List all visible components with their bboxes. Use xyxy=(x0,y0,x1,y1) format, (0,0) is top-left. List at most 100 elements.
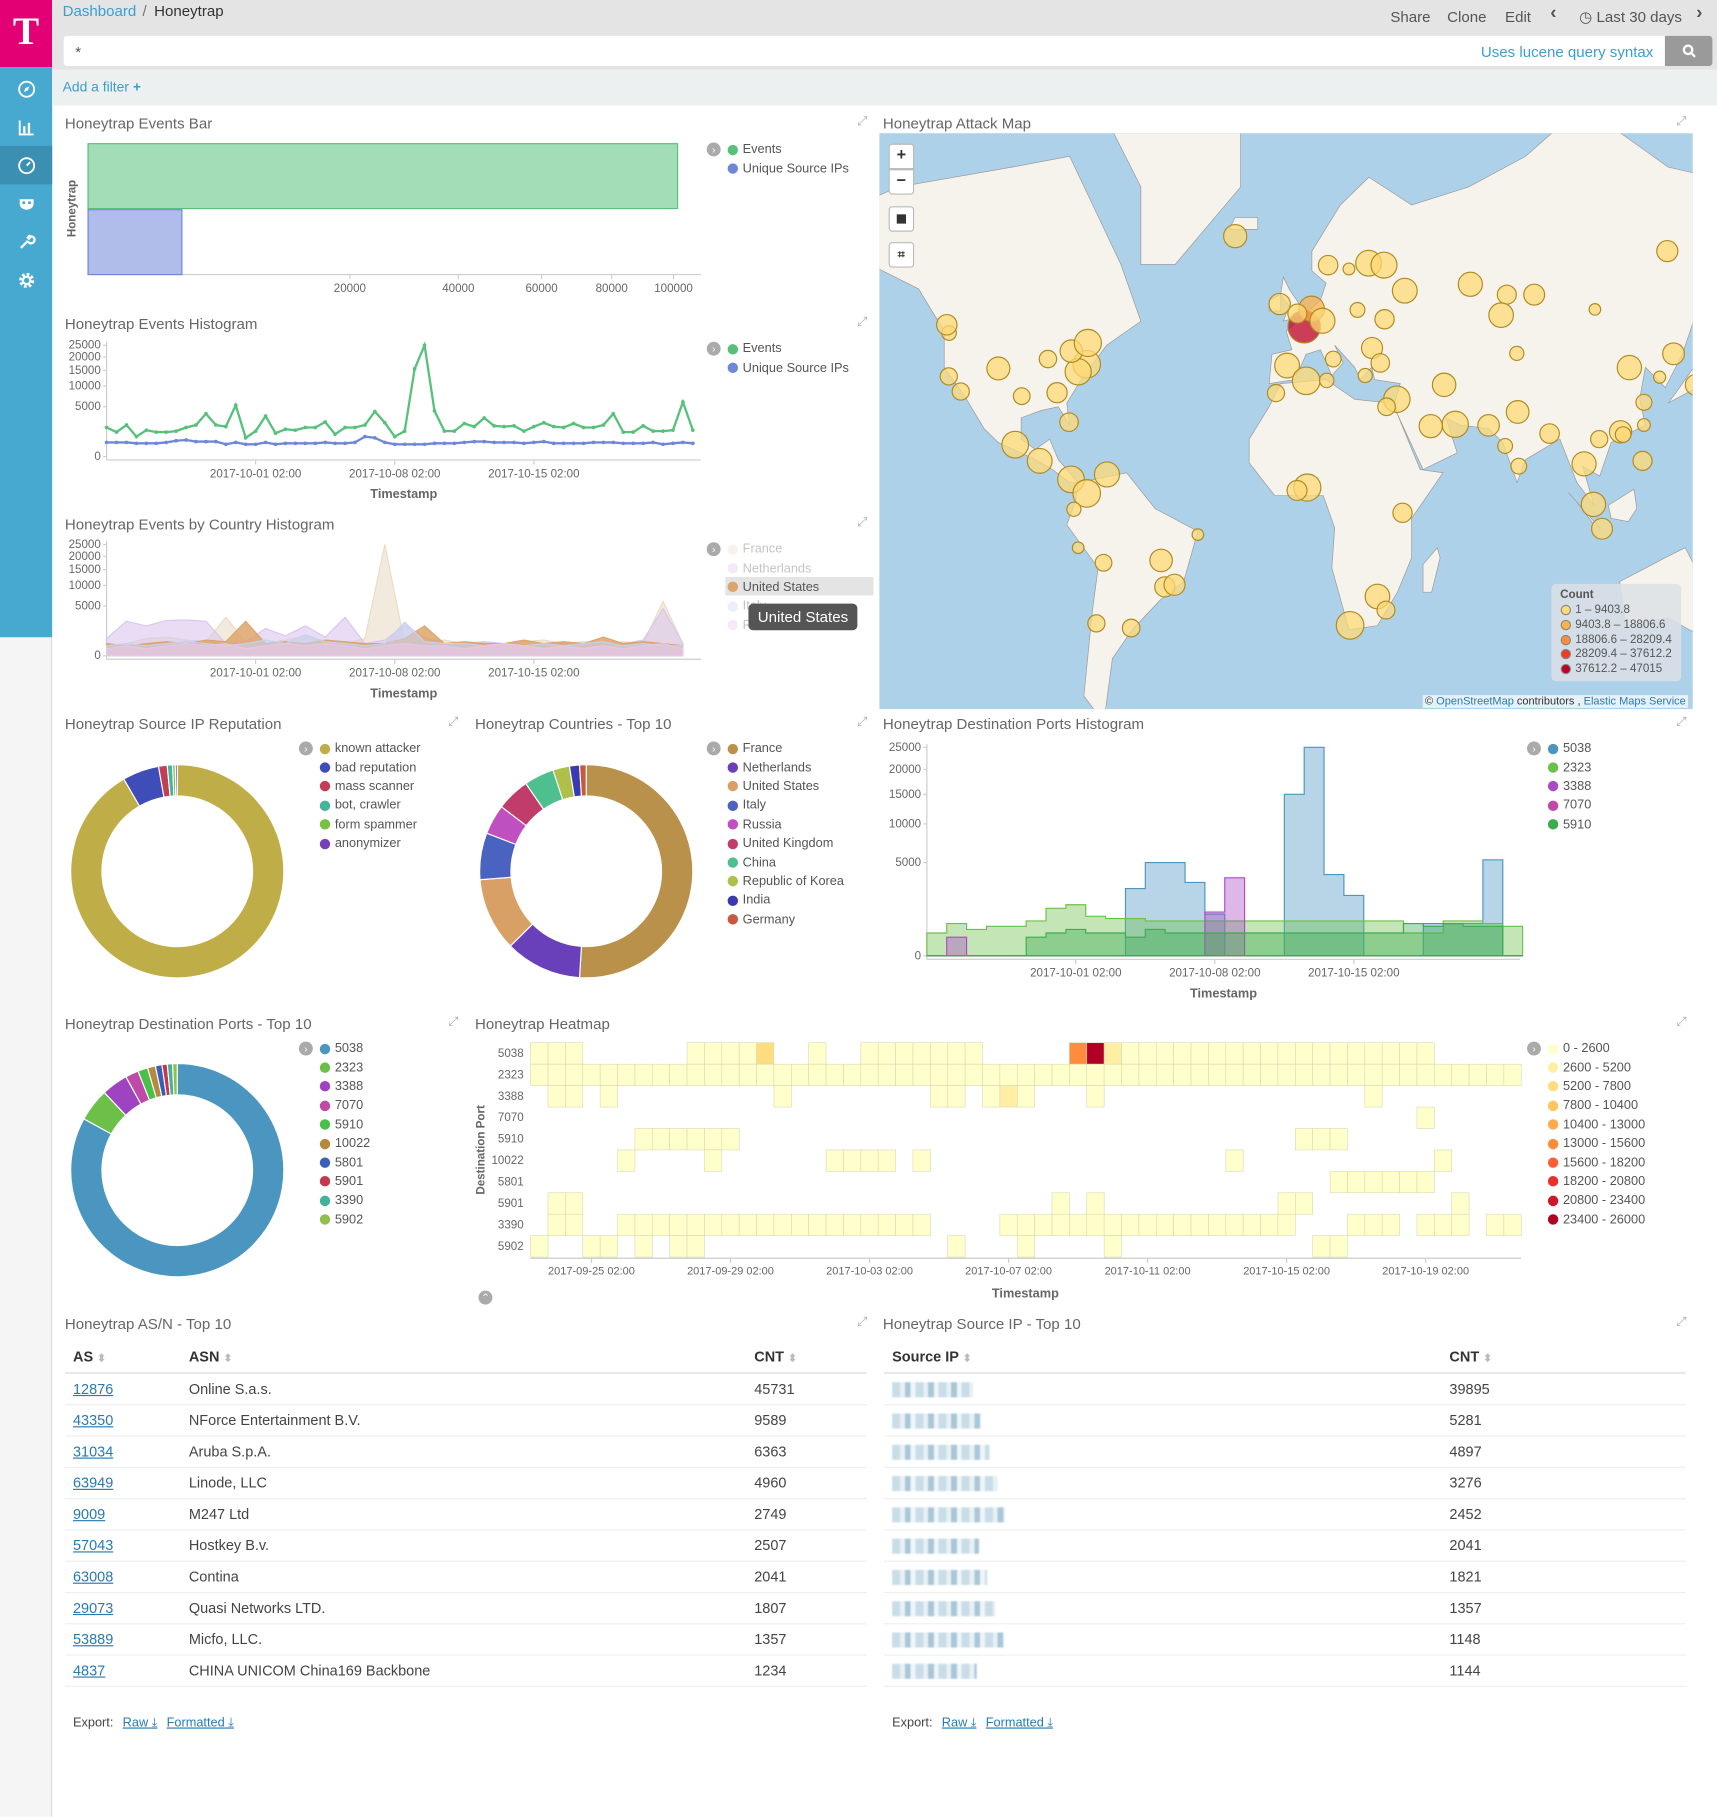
source-ip-redacted[interactable] xyxy=(884,1591,1442,1624)
legend-item[interactable]: 7070 xyxy=(319,1096,371,1115)
source-ip-redacted[interactable] xyxy=(884,1404,1442,1437)
time-next-button[interactable]: › xyxy=(1696,3,1703,24)
legend-item[interactable]: anonymizer xyxy=(319,834,421,853)
legend-item[interactable]: Events xyxy=(727,140,849,159)
export-formatted-link[interactable]: Formatted ⤓ xyxy=(985,1715,1054,1730)
legend-item[interactable]: 5801 xyxy=(319,1153,371,1172)
legend-item[interactable]: 2600 - 5200 xyxy=(1547,1058,1645,1077)
source-ip-redacted[interactable] xyxy=(884,1529,1442,1562)
expand-panel-icon[interactable]: ⤢ xyxy=(1676,1315,1687,1329)
legend-toggle[interactable]: › xyxy=(706,741,721,756)
osm-link[interactable]: OpenStreetMap xyxy=(1436,695,1514,708)
legend-item[interactable]: 2323 xyxy=(1547,758,1591,777)
legend-item[interactable]: 3388 xyxy=(1547,777,1591,796)
sidebar-item-management[interactable] xyxy=(0,261,52,299)
legend-item[interactable]: 20800 - 23400 xyxy=(1547,1191,1645,1210)
legend-item[interactable]: form spammer xyxy=(319,815,421,834)
legend-item[interactable]: 10022 xyxy=(319,1134,370,1153)
sidebar-item-timelion[interactable] xyxy=(0,184,52,222)
as-link[interactable]: 31034 xyxy=(64,1435,181,1468)
legend-item[interactable]: 5901 xyxy=(319,1172,371,1191)
legend-item[interactable]: 0 - 2600 xyxy=(1547,1039,1645,1058)
legend-item[interactable]: 5038 xyxy=(1547,739,1591,758)
expand-panel-icon[interactable]: ⤢ xyxy=(1676,714,1687,729)
legend-item[interactable]: 5910 xyxy=(1547,815,1591,834)
col-header-cnt[interactable]: CNT ⬍ xyxy=(746,1340,867,1375)
legend-item[interactable]: 15600 - 18200 xyxy=(1547,1153,1645,1172)
export-raw-link[interactable]: Raw ⤓ xyxy=(122,1715,158,1730)
legend-toggle[interactable]: › xyxy=(706,542,721,557)
legend-item[interactable]: bad reputation xyxy=(319,758,421,777)
breadcrumb-dashboard[interactable]: Dashboard xyxy=(62,2,137,20)
legend-item[interactable]: 10400 - 13000 xyxy=(1547,1115,1645,1134)
legend-item[interactable]: United States xyxy=(727,578,819,597)
legend-item[interactable]: France xyxy=(727,739,844,758)
map-canvas[interactable] xyxy=(879,133,1693,710)
legend-item[interactable]: United Kingdom xyxy=(727,834,844,853)
legend-toggle[interactable]: › xyxy=(706,142,721,157)
sidebar-item-discover[interactable] xyxy=(0,70,52,108)
legend-item[interactable]: France xyxy=(727,540,820,559)
as-link[interactable]: 9009 xyxy=(64,1498,181,1530)
source-ip-redacted[interactable] xyxy=(884,1498,1442,1530)
legend-item[interactable]: 5038 xyxy=(319,1039,371,1058)
legend-toggle[interactable]: › xyxy=(298,741,313,756)
time-prev-button[interactable]: ‹ xyxy=(1550,3,1557,24)
legend-item[interactable]: 23400 - 26000 xyxy=(1547,1210,1645,1229)
as-link[interactable]: 43350 xyxy=(64,1404,181,1437)
expand-panel-icon[interactable]: ⤢ xyxy=(857,714,868,729)
source-ip-redacted[interactable] xyxy=(884,1372,1442,1405)
search-button[interactable] xyxy=(1664,35,1713,67)
legend-item[interactable]: 5910 xyxy=(319,1115,371,1134)
expand-panel-icon[interactable]: ⤢ xyxy=(857,315,868,330)
expand-panel-icon[interactable]: ⤢ xyxy=(857,1315,868,1329)
legend-item[interactable]: 5200 - 7800 xyxy=(1547,1077,1645,1096)
legend-item[interactable]: United States xyxy=(727,777,844,796)
sidebar-item-devtools[interactable] xyxy=(0,222,52,260)
query-input[interactable]: * Uses lucene query syntax xyxy=(63,35,1665,67)
legend-item[interactable]: Republic of Korea xyxy=(727,872,844,891)
source-ip-redacted[interactable] xyxy=(884,1466,1442,1499)
collapse-legend-toggle[interactable]: ⌃ xyxy=(478,1290,493,1305)
legend-item[interactable]: 5902 xyxy=(319,1210,371,1229)
clone-button[interactable]: Clone xyxy=(1447,8,1487,26)
legend-item[interactable]: 3390 xyxy=(319,1191,371,1210)
expand-panel-icon[interactable]: ⤢ xyxy=(1676,114,1687,129)
attack-map[interactable]: + − ⌗ Count 1 – 9403.8 9403.8 – 18806.6 188… xyxy=(879,133,1693,710)
as-link[interactable]: 57043 xyxy=(64,1529,181,1562)
source-ip-redacted[interactable] xyxy=(884,1435,1442,1468)
lucene-syntax-link[interactable]: Uses lucene query syntax xyxy=(1480,42,1654,61)
legend-item[interactable]: 7070 xyxy=(1547,796,1591,815)
fit-bounds-button[interactable]: ⌗ xyxy=(888,242,915,268)
legend-item[interactable]: Unique Source IPs xyxy=(727,159,849,178)
expand-panel-icon[interactable]: ⤢ xyxy=(1676,1014,1687,1029)
legend-item[interactable]: bot, crawler xyxy=(319,796,421,815)
legend-item[interactable]: Unique Source IPs xyxy=(727,358,849,377)
add-filter-button[interactable]: Add a filter + xyxy=(63,79,141,95)
legend-item[interactable]: Netherlands xyxy=(727,559,820,578)
brand-logo[interactable]: T xyxy=(0,0,53,68)
legend-item[interactable]: 3388 xyxy=(319,1077,371,1096)
as-link[interactable]: 12876 xyxy=(64,1372,181,1405)
time-picker-button[interactable]: Last 30 days xyxy=(1596,8,1682,26)
expand-panel-icon[interactable]: ⤢ xyxy=(448,1014,459,1029)
col-header-as[interactable]: AS ⬍ xyxy=(64,1340,181,1375)
as-link[interactable]: 63008 xyxy=(64,1560,181,1593)
legend-item[interactable]: 18200 - 20800 xyxy=(1547,1172,1645,1191)
legend-item[interactable]: Events xyxy=(727,339,849,358)
legend-item[interactable]: 7800 - 10400 xyxy=(1547,1096,1645,1115)
legend-item[interactable]: 13000 - 15600 xyxy=(1547,1134,1645,1153)
as-link[interactable]: 53889 xyxy=(64,1623,181,1656)
source-ip-redacted[interactable] xyxy=(884,1623,1442,1656)
legend-item[interactable]: 2323 xyxy=(319,1058,371,1077)
source-ip-redacted[interactable] xyxy=(884,1654,1442,1687)
expand-panel-icon[interactable]: ⤢ xyxy=(448,714,459,729)
draw-rectangle-button[interactable] xyxy=(888,206,915,232)
legend-item[interactable]: known attacker xyxy=(319,739,421,758)
zoom-out-button[interactable]: − xyxy=(888,169,915,195)
legend-item[interactable]: Netherlands xyxy=(727,758,844,777)
legend-toggle[interactable]: › xyxy=(298,1041,313,1056)
legend-toggle[interactable]: › xyxy=(706,341,721,356)
col-header-source-ip[interactable]: Source IP ⬍ xyxy=(884,1340,1442,1375)
legend-item[interactable]: mass scanner xyxy=(319,777,421,796)
